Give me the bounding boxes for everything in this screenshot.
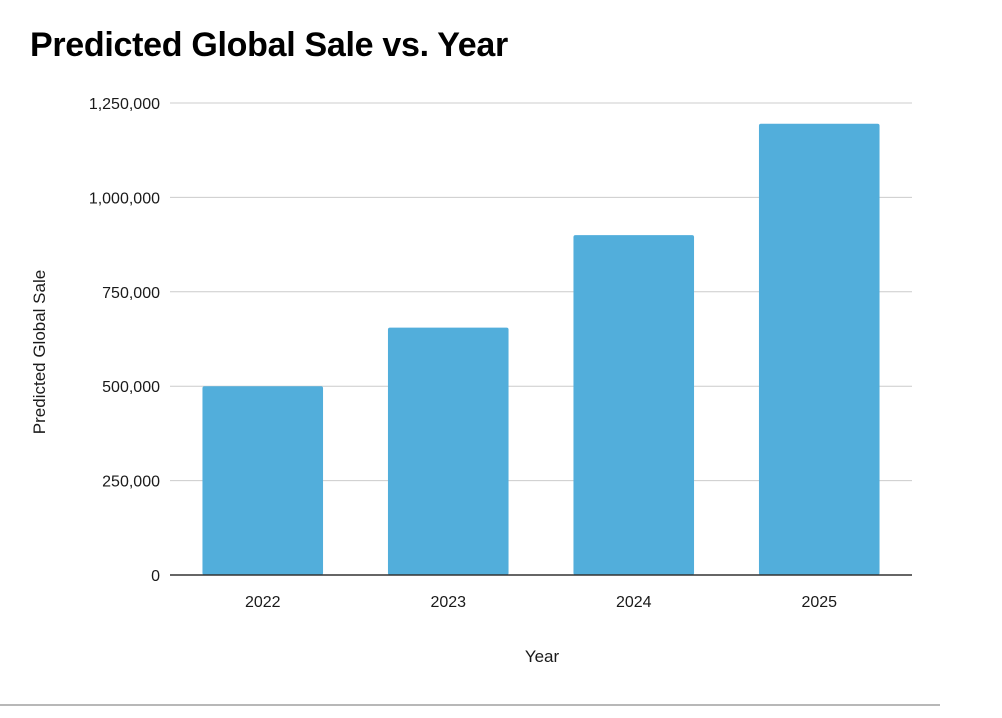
- x-tick-label: 2024: [616, 594, 652, 611]
- bar-2025: [758, 123, 880, 575]
- y-tick-label: 0: [151, 568, 160, 585]
- x-axis-title: Year: [525, 647, 560, 666]
- bar-2023: [387, 327, 509, 575]
- divider: [0, 704, 940, 706]
- y-tick-label: 1,250,000: [89, 96, 160, 113]
- y-tick-label: 250,000: [102, 474, 160, 491]
- bar-2024: [573, 235, 695, 575]
- bar-2022: [202, 386, 324, 575]
- x-tick-label: 2025: [801, 594, 837, 611]
- y-tick-label: 750,000: [102, 285, 160, 302]
- x-tick-label: 2023: [430, 594, 466, 611]
- axis-labels: 0 250,000 500,000 750,000 1,000,000 1,250,000…: [89, 96, 837, 611]
- x-tick-label: 2022: [245, 594, 281, 611]
- y-tick-label: 1,000,000: [89, 190, 160, 207]
- chart-title: Predicted Global Sale vs. Year: [30, 26, 508, 64]
- y-axis-title: Predicted Global Sale: [30, 270, 49, 434]
- bars: [202, 123, 880, 575]
- y-tick-label: 500,000: [102, 379, 160, 396]
